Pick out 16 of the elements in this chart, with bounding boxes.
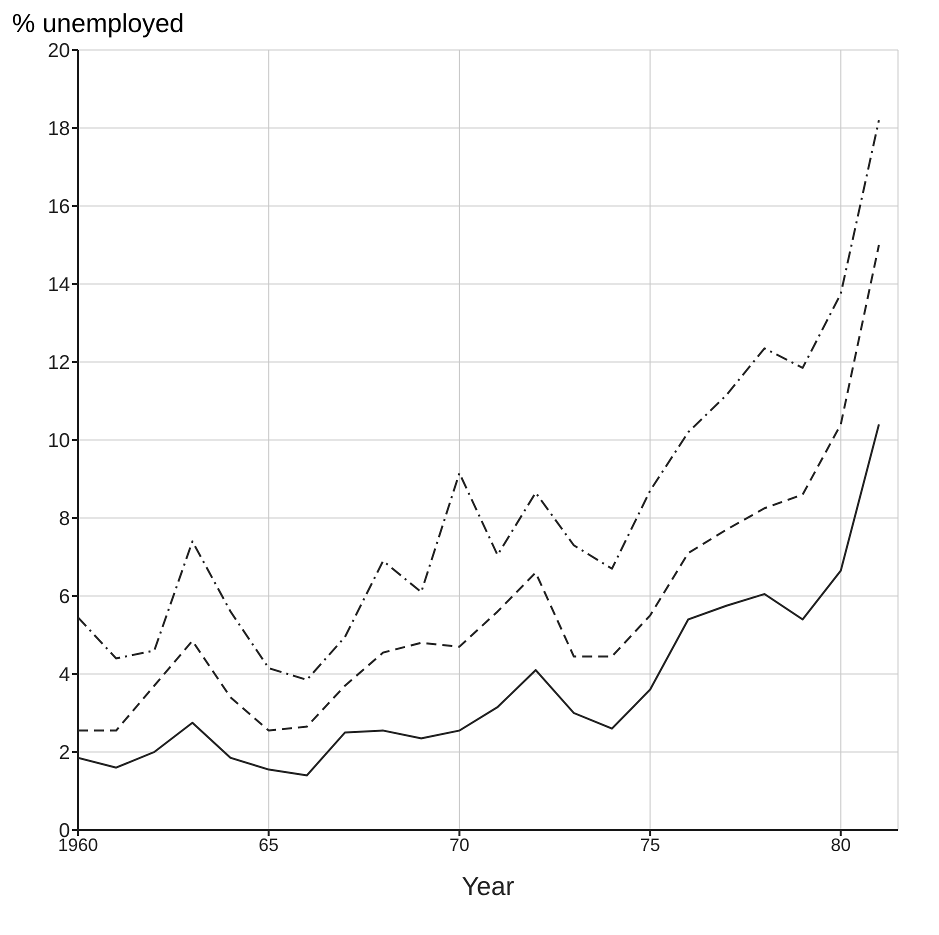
x-tick-label: 75 bbox=[640, 834, 660, 855]
y-tick-label: 12 bbox=[48, 352, 70, 374]
y-tick-label: 8 bbox=[58, 508, 70, 530]
y-axis-title: % unemployed bbox=[12, 8, 185, 40]
y-tick-label: 14 bbox=[48, 274, 70, 296]
y-tick-label: 4 bbox=[58, 664, 70, 686]
x-axis-title: Year bbox=[462, 871, 515, 901]
x-tick-label: 70 bbox=[449, 834, 470, 855]
x-tick-label: 65 bbox=[258, 834, 279, 855]
y-tick-label: 2 bbox=[58, 742, 70, 764]
y-tick-label: 16 bbox=[48, 196, 70, 218]
y-tick-label: 10 bbox=[48, 430, 70, 452]
y-tick-label: 18 bbox=[48, 118, 70, 140]
y-tick-label: 6 bbox=[58, 586, 70, 608]
x-tick-label: 80 bbox=[830, 834, 851, 855]
y-tick-label: 20 bbox=[48, 40, 70, 62]
